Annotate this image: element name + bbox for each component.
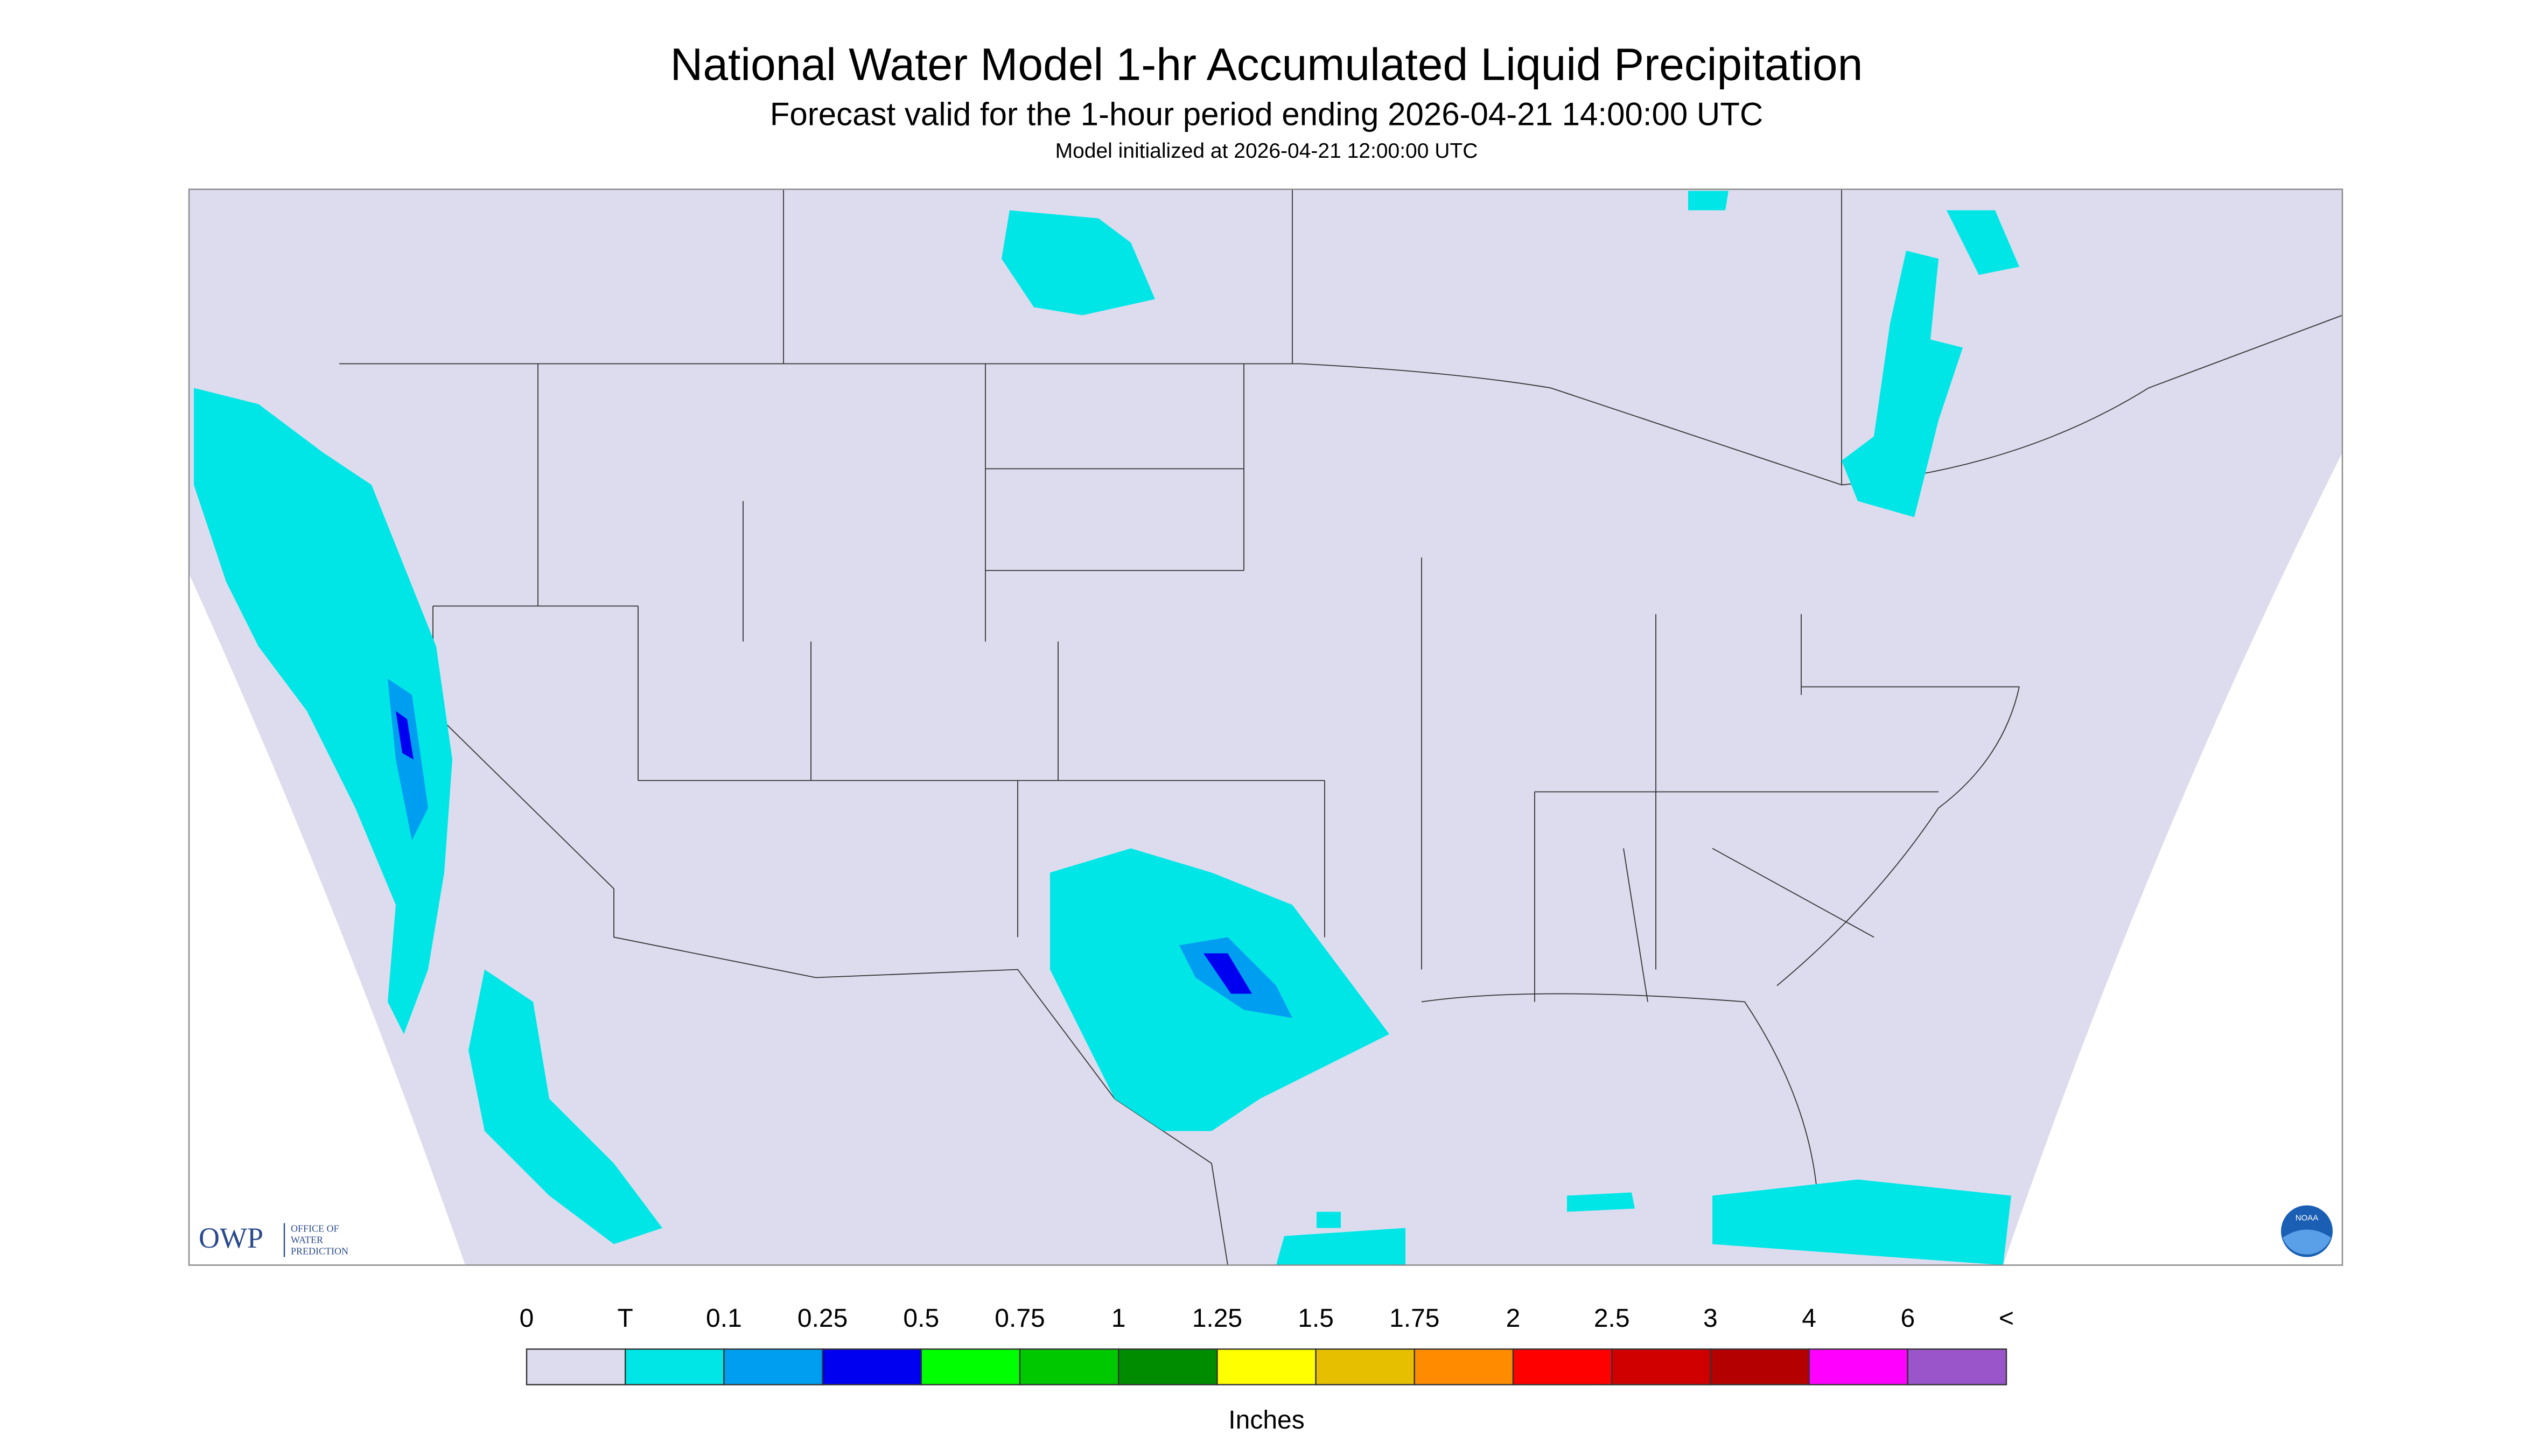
colorbar: 0 T 0.1 0.25 0.5 0.75 1 1.25 1.5 1.75 2 2.5 3 4 6 <	[520, 1304, 2014, 1385]
colorbar-label: 2	[1506, 1304, 1521, 1333]
map: OWP OFFICE OF WATER PREDICTION NOAA	[188, 188, 2343, 1266]
colorbar-label: 0.5	[903, 1304, 939, 1333]
init-time: Model initialized at 2026-04-21 12:00:00…	[1055, 139, 1478, 163]
colorbar-label: 3	[1703, 1304, 1718, 1333]
colorbar-label: 2.5	[1594, 1304, 1630, 1333]
colorbar-swatch	[1907, 1348, 2007, 1385]
colorbar-swatch	[1216, 1348, 1317, 1385]
colorbar-label: 4	[1802, 1304, 1816, 1333]
colorbar-label: T	[618, 1304, 633, 1333]
owp-logo: OWP	[199, 1222, 263, 1254]
colorbar-label: 0.25	[797, 1304, 848, 1333]
colorbar-label: 1.75	[1389, 1304, 1439, 1333]
colorbar-swatch	[822, 1348, 922, 1385]
colorbar-swatch	[1512, 1348, 1613, 1385]
noaa-label: NOAA	[2296, 1213, 2319, 1222]
noaa-logo-wave	[2283, 1229, 2331, 1255]
owp-name: PREDICTION	[291, 1246, 348, 1257]
title: National Water Model 1-hr Accumulated Li…	[670, 39, 1863, 90]
off-domain	[2003, 452, 2342, 1265]
colorbar-swatch	[1414, 1348, 1514, 1385]
colorbar-label: 0.1	[706, 1304, 742, 1333]
colorbar-label: 1.25	[1192, 1304, 1242, 1333]
colorbar-swatch	[1611, 1348, 1711, 1385]
off-domain	[189, 573, 465, 1265]
colorbar-swatch	[920, 1348, 1021, 1385]
precip-areas	[194, 191, 2019, 1265]
colorbar-label: 1.5	[1298, 1304, 1334, 1333]
subtitle: Forecast valid for the 1-hour period end…	[770, 96, 1763, 132]
colorbar-swatch	[723, 1348, 823, 1385]
colorbar-swatch	[1808, 1348, 1909, 1385]
colorbar-label: 0.75	[995, 1304, 1045, 1333]
owp-name: WATER	[291, 1235, 323, 1245]
colorbar-swatch	[625, 1348, 725, 1385]
colorbar-label: 1	[1111, 1304, 1126, 1333]
colorbar-swatch	[1019, 1348, 1119, 1385]
colorbar-swatch	[526, 1348, 626, 1385]
colorbar-swatch	[1118, 1348, 1218, 1385]
colorbar-label: 6	[1900, 1304, 1915, 1333]
colorbar-swatch	[1710, 1348, 1810, 1385]
borders	[339, 189, 2343, 1265]
precip-areas	[396, 711, 1252, 994]
map-frame	[188, 188, 2343, 1266]
colorbar-label: 0	[520, 1304, 534, 1333]
colorbar-units: Inches	[1228, 1406, 1304, 1434]
colorbar-swatch	[1315, 1348, 1415, 1385]
owp-name: OFFICE OF	[291, 1223, 339, 1234]
colorbar-label: <	[1999, 1304, 2014, 1333]
